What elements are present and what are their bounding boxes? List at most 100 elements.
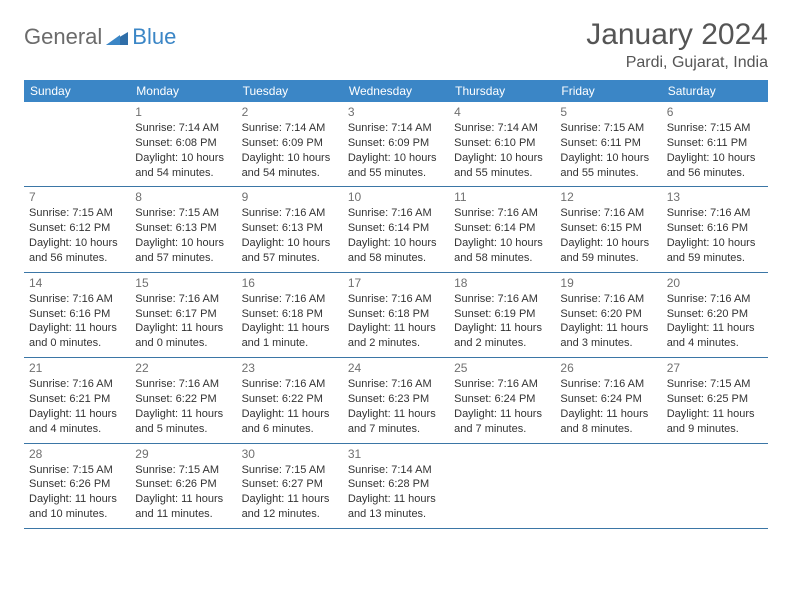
sunset-text: Sunset: 6:28 PM <box>348 477 444 492</box>
day-number: 2 <box>242 105 338 119</box>
day-number: 13 <box>667 190 763 204</box>
calendar-cell <box>449 443 555 528</box>
day-number: 3 <box>348 105 444 119</box>
sunset-text: Sunset: 6:14 PM <box>454 221 550 236</box>
brand-logo: General Blue <box>24 24 176 50</box>
sunrise-text: Sunrise: 7:15 AM <box>29 463 125 478</box>
sunrise-text: Sunrise: 7:16 AM <box>29 292 125 307</box>
sunrise-text: Sunrise: 7:16 AM <box>135 377 231 392</box>
calendar-cell <box>662 443 768 528</box>
day-number: 28 <box>29 447 125 461</box>
calendar-cell: 25Sunrise: 7:16 AMSunset: 6:24 PMDayligh… <box>449 358 555 443</box>
calendar-table: Sunday Monday Tuesday Wednesday Thursday… <box>24 80 768 529</box>
calendar-row: 1Sunrise: 7:14 AMSunset: 6:08 PMDaylight… <box>24 102 768 187</box>
sunset-text: Sunset: 6:26 PM <box>29 477 125 492</box>
calendar-cell: 31Sunrise: 7:14 AMSunset: 6:28 PMDayligh… <box>343 443 449 528</box>
day-number: 11 <box>454 190 550 204</box>
daylight-text: Daylight: 11 hours and 0 minutes. <box>135 321 231 351</box>
sunrise-text: Sunrise: 7:15 AM <box>135 206 231 221</box>
calendar-cell: 22 Sunrise: 7:16 AMSunset: 6:22 PMDayligh… <box>130 358 236 443</box>
sunrise-text: Sunrise: 7:16 AM <box>667 206 763 221</box>
day-number: 5 <box>560 105 656 119</box>
dayhead-wed: Wednesday <box>343 80 449 102</box>
brand-text-general: General <box>24 24 102 50</box>
day-number: 23 <box>242 361 338 375</box>
sunrise-text: Sunrise: 7:15 AM <box>667 121 763 136</box>
day-number: 22 <box>135 361 231 375</box>
daylight-text: Daylight: 10 hours and 58 minutes. <box>454 236 550 266</box>
day-number: 7 <box>29 190 125 204</box>
day-number: 4 <box>454 105 550 119</box>
sunrise-text: Sunrise: 7:15 AM <box>242 463 338 478</box>
sunrise-text: Sunrise: 7:16 AM <box>348 292 444 307</box>
daylight-text: Daylight: 11 hours and 2 minutes. <box>348 321 444 351</box>
calendar-body: 1Sunrise: 7:14 AMSunset: 6:08 PMDaylight… <box>24 102 768 528</box>
sunrise-text: Sunrise: 7:16 AM <box>560 206 656 221</box>
sunrise-text: Sunrise: 7:16 AM <box>242 206 338 221</box>
calendar-cell: 3Sunrise: 7:14 AMSunset: 6:09 PMDaylight… <box>343 102 449 187</box>
calendar-cell: 16Sunrise: 7:16 AMSunset: 6:18 PMDayligh… <box>237 272 343 357</box>
sunset-text: Sunset: 6:15 PM <box>560 221 656 236</box>
calendar-cell: 1Sunrise: 7:14 AMSunset: 6:08 PMDaylight… <box>130 102 236 187</box>
calendar-cell: 13Sunrise: 7:16 AMSunset: 6:16 PMDayligh… <box>662 187 768 272</box>
daylight-text: Daylight: 10 hours and 54 minutes. <box>135 151 231 181</box>
daylight-text: Daylight: 11 hours and 10 minutes. <box>29 492 125 522</box>
daylight-text: Daylight: 10 hours and 55 minutes. <box>560 151 656 181</box>
sunset-text: Sunset: 6:22 PM <box>135 392 231 407</box>
sunset-text: Sunset: 6:21 PM <box>29 392 125 407</box>
calendar-cell: 23Sunrise: 7:16 AMSunset: 6:22 PMDayligh… <box>237 358 343 443</box>
daylight-text: Daylight: 11 hours and 9 minutes. <box>667 407 763 437</box>
sunset-text: Sunset: 6:11 PM <box>667 136 763 151</box>
calendar-row: 14Sunrise: 7:16 AMSunset: 6:16 PMDayligh… <box>24 272 768 357</box>
sunset-text: Sunset: 6:09 PM <box>242 136 338 151</box>
daylight-text: Daylight: 10 hours and 59 minutes. <box>560 236 656 266</box>
dayhead-tue: Tuesday <box>237 80 343 102</box>
sunset-text: Sunset: 6:23 PM <box>348 392 444 407</box>
day-number: 20 <box>667 276 763 290</box>
month-title: January 2024 <box>586 18 768 52</box>
daylight-text: Daylight: 11 hours and 5 minutes. <box>135 407 231 437</box>
daylight-text: Daylight: 11 hours and 7 minutes. <box>348 407 444 437</box>
dayhead-thu: Thursday <box>449 80 555 102</box>
sunset-text: Sunset: 6:13 PM <box>135 221 231 236</box>
day-number: 6 <box>667 105 763 119</box>
daylight-text: Daylight: 11 hours and 7 minutes. <box>454 407 550 437</box>
calendar-cell: 30Sunrise: 7:15 AMSunset: 6:27 PMDayligh… <box>237 443 343 528</box>
daylight-text: Daylight: 11 hours and 0 minutes. <box>29 321 125 351</box>
calendar-cell: 9Sunrise: 7:16 AMSunset: 6:13 PMDaylight… <box>237 187 343 272</box>
page-header: General Blue January 2024 Pardi, Gujarat… <box>24 18 768 72</box>
sunset-text: Sunset: 6:20 PM <box>560 307 656 322</box>
daylight-text: Daylight: 11 hours and 2 minutes. <box>454 321 550 351</box>
day-number: 15 <box>135 276 231 290</box>
daylight-text: Daylight: 10 hours and 57 minutes. <box>135 236 231 266</box>
sunset-text: Sunset: 6:10 PM <box>454 136 550 151</box>
calendar-cell <box>24 102 130 187</box>
sunset-text: Sunset: 6:16 PM <box>29 307 125 322</box>
calendar-cell: 2Sunrise: 7:14 AMSunset: 6:09 PMDaylight… <box>237 102 343 187</box>
day-number: 14 <box>29 276 125 290</box>
day-number: 10 <box>348 190 444 204</box>
sunrise-text: Sunrise: 7:16 AM <box>454 377 550 392</box>
dayhead-fri: Friday <box>555 80 661 102</box>
calendar-head: Sunday Monday Tuesday Wednesday Thursday… <box>24 80 768 102</box>
daylight-text: Daylight: 10 hours and 55 minutes. <box>348 151 444 181</box>
title-block: January 2024 Pardi, Gujarat, India <box>586 18 768 72</box>
calendar-cell: 15Sunrise: 7:16 AMSunset: 6:17 PMDayligh… <box>130 272 236 357</box>
day-number: 26 <box>560 361 656 375</box>
sunset-text: Sunset: 6:18 PM <box>348 307 444 322</box>
sunrise-text: Sunrise: 7:15 AM <box>29 206 125 221</box>
calendar-cell: 4Sunrise: 7:14 AMSunset: 6:10 PMDaylight… <box>449 102 555 187</box>
sunrise-text: Sunrise: 7:16 AM <box>454 292 550 307</box>
sunrise-text: Sunrise: 7:16 AM <box>667 292 763 307</box>
sunrise-text: Sunrise: 7:16 AM <box>560 377 656 392</box>
day-number: 8 <box>135 190 231 204</box>
sunset-text: Sunset: 6:09 PM <box>348 136 444 151</box>
calendar-cell: 18Sunrise: 7:16 AMSunset: 6:19 PMDayligh… <box>449 272 555 357</box>
day-number: 25 <box>454 361 550 375</box>
calendar-row: 21Sunrise: 7:16 AMSunset: 6:21 PMDayligh… <box>24 358 768 443</box>
sunrise-text: Sunrise: 7:16 AM <box>242 292 338 307</box>
sunset-text: Sunset: 6:11 PM <box>560 136 656 151</box>
day-number: 12 <box>560 190 656 204</box>
calendar-cell <box>555 443 661 528</box>
calendar-cell: 5Sunrise: 7:15 AMSunset: 6:11 PMDaylight… <box>555 102 661 187</box>
